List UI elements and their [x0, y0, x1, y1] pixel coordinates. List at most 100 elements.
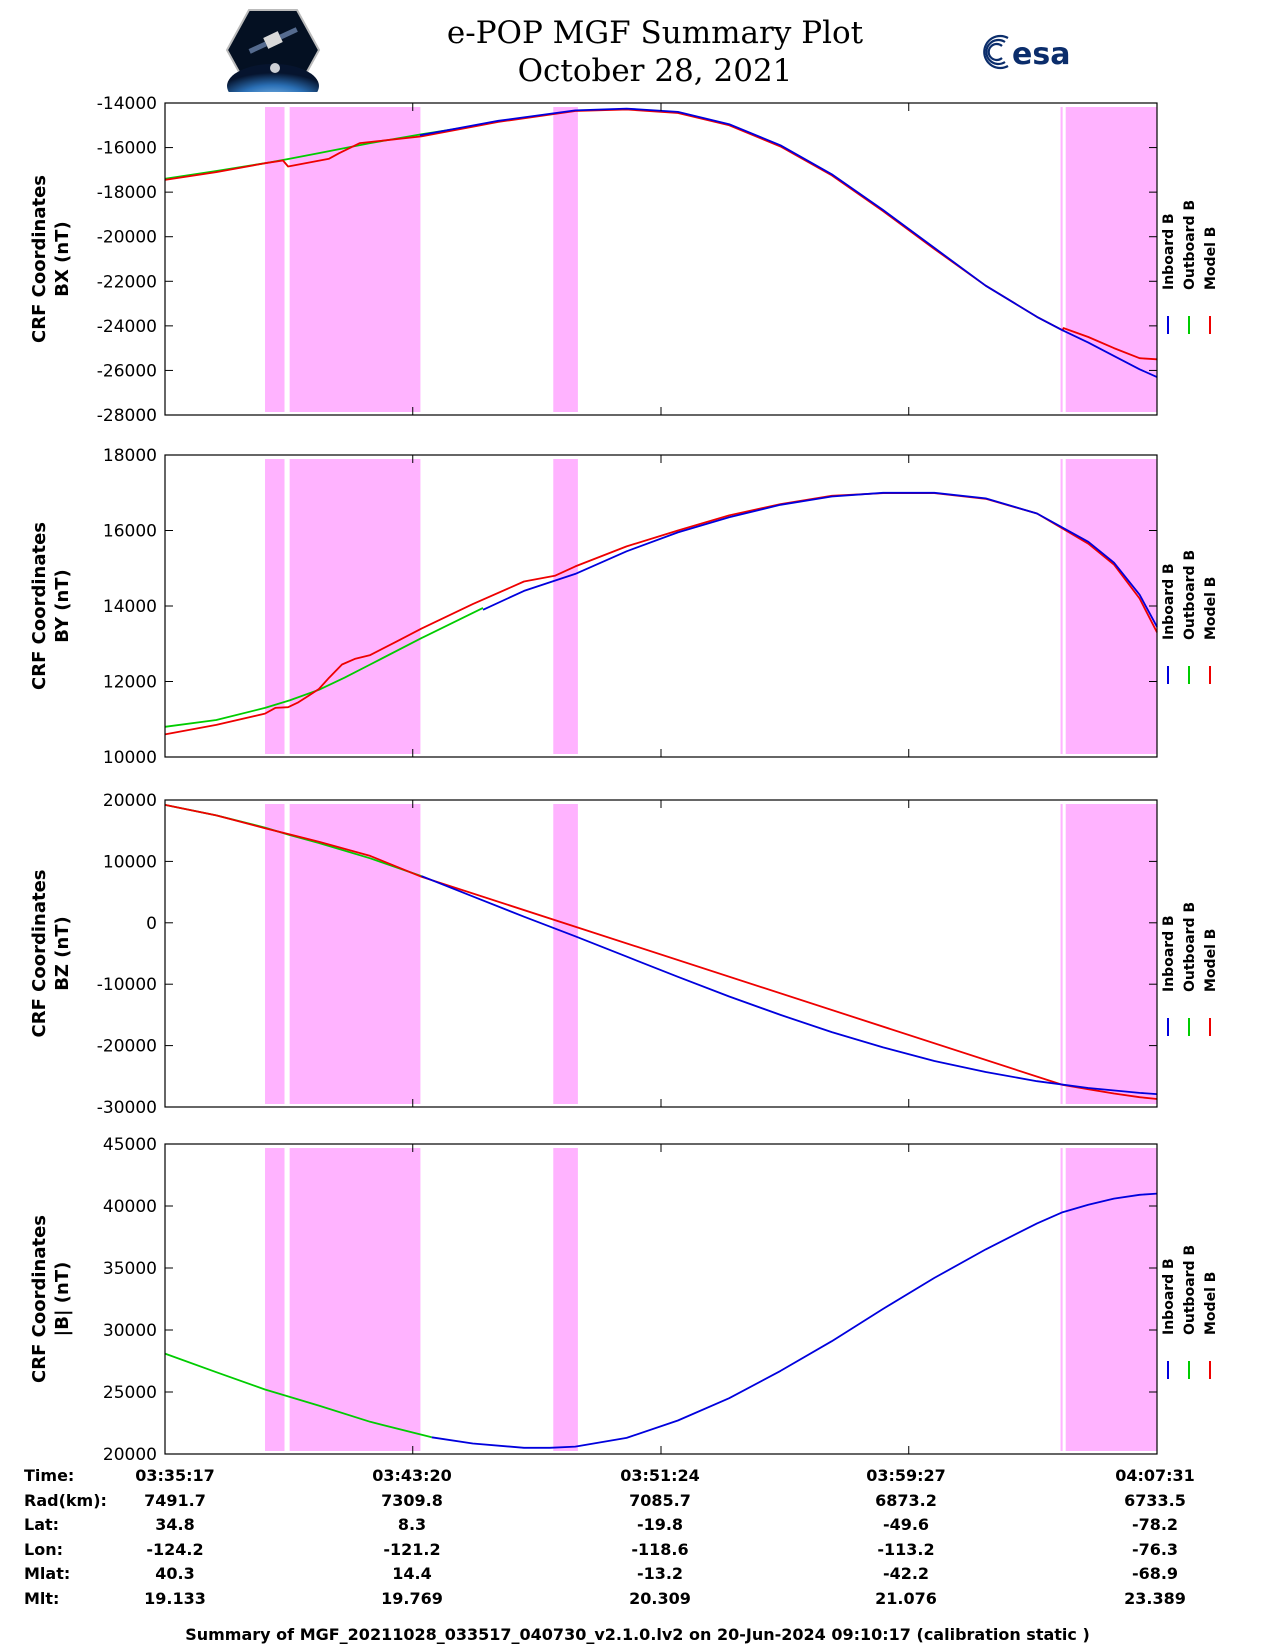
legend-label: Model B	[1203, 1272, 1219, 1335]
y-tick-label: -10000	[97, 975, 157, 995]
info-value: -68.9	[1131, 1564, 1179, 1583]
y-tick-label: 14000	[103, 597, 157, 617]
y-tick-label: 12000	[103, 673, 157, 693]
y-tick-label: -22000	[97, 272, 157, 292]
info-value: -49.6	[882, 1515, 930, 1534]
shaded-interval-5	[1065, 1148, 1157, 1451]
shaded-interval-2	[289, 804, 421, 1104]
series-outboard-line	[164, 1352, 432, 1439]
shaded-interval-2	[289, 459, 421, 754]
series-outboard-line	[164, 127, 458, 180]
info-value: -13.2	[636, 1564, 684, 1583]
y-axis-label: |B| (nT)	[52, 1262, 73, 1337]
chart: -14000 -16000 -18000 -20000 -22000 -24000 -260…	[29, 94, 1219, 1465]
info-value: -19.8	[636, 1515, 684, 1534]
info-label: Mlat:	[24, 1564, 71, 1583]
shaded-interval-5	[1065, 804, 1157, 1104]
y-tick-label: 20000	[103, 1445, 157, 1465]
shaded-interval-5	[1065, 107, 1157, 412]
info-value: 8.3	[397, 1515, 427, 1534]
info-row: Time: 03:35:17 03:43:20 03:51:24 03:59:27 04:…	[0, 1466, 1275, 1490]
info-value: 04:07:31	[1115, 1466, 1195, 1485]
y-axis-label: CRF Coordinates	[29, 870, 50, 1038]
panel-1: -14000 -16000 -18000 -20000 -22000 -24000 -260…	[29, 94, 1219, 426]
y-tick-label: -20000	[97, 228, 157, 248]
legend-label: Model B	[1203, 929, 1219, 992]
series-model-line	[164, 108, 1158, 361]
footer-text: Summary of MGF_20211028_033517_040730_v2…	[185, 1625, 1090, 1644]
y-axis-label: CRF Coordinates	[29, 175, 50, 343]
info-value: -121.2	[383, 1539, 441, 1559]
panel-4: 45000 40000 35000 30000 25000 20000 CRF Coordi…	[29, 1135, 1219, 1465]
esa-logo-mark: esa	[983, 34, 1070, 72]
info-label: Mlt:	[24, 1588, 60, 1608]
legend-label: Outboard B	[1182, 902, 1198, 992]
y-tick-label: 0	[146, 914, 157, 934]
y-tick-label: 45000	[103, 1135, 157, 1155]
y-tick-label: 40000	[103, 1197, 157, 1217]
legend-label: Outboard B	[1182, 550, 1198, 640]
info-value: 03:43:20	[372, 1466, 452, 1485]
shaded-interval-2	[289, 1148, 421, 1451]
series-inboard-line	[419, 107, 1158, 378]
shaded-interval-3	[553, 1148, 578, 1451]
legend-label: Outboard B	[1182, 1245, 1198, 1335]
y-axis-label: BX (nT)	[52, 221, 73, 296]
info-value: 7309.8	[381, 1490, 443, 1510]
y-tick-label: 16000	[103, 522, 157, 542]
info-value: 21.076	[875, 1588, 937, 1608]
esa-logo-text: esa	[1012, 37, 1070, 72]
legend-label: Model B	[1203, 577, 1219, 640]
esa-logo: esa	[978, 30, 1088, 78]
info-label: Lat:	[24, 1515, 60, 1534]
series-inboard-line	[431, 1192, 1158, 1449]
shaded-interval-1	[265, 1148, 285, 1451]
info-label: Time:	[24, 1466, 75, 1485]
info-value: 19.769	[381, 1588, 443, 1608]
y-tick-label: -30000	[97, 1098, 157, 1118]
date-line: October 28, 2021	[517, 53, 793, 89]
info-row: Mlat: 40.3 14.4 -13.2 -42.2 -68.9	[0, 1564, 1275, 1588]
series-inboard-line	[482, 491, 1158, 628]
info-value: -124.2	[146, 1539, 204, 1559]
shaded-interval-3	[553, 107, 578, 412]
cassiope-logo	[225, 9, 321, 92]
shaded-interval-1	[265, 459, 285, 754]
shaded-interval-1	[265, 804, 285, 1104]
series-inboard-line	[421, 875, 1158, 1095]
y-tick-label: 30000	[103, 1321, 157, 1341]
legend-label: Inboard B	[1161, 1258, 1177, 1335]
info-value: -118.6	[631, 1539, 689, 1559]
shaded-interval-3	[553, 459, 578, 754]
info-row: Rad(km): 7491.7 7309.8 7085.7 6873.2 6733.5	[0, 1491, 1275, 1515]
info-row: Lat: 34.8 8.3 -19.8 -49.6 -78.2	[0, 1515, 1275, 1539]
panel-2: 18000 16000 14000 12000 10000 CRF Coordinates…	[29, 446, 1219, 768]
info-value: 19.133	[144, 1588, 206, 1608]
info-value: 23.389	[1124, 1588, 1186, 1608]
info-value: 6733.5	[1124, 1490, 1186, 1510]
info-label: Lon:	[24, 1539, 63, 1559]
info-value: 7085.7	[629, 1490, 691, 1510]
info-row: Mlt: 19.133 19.769 20.309 21.076 23.389	[0, 1589, 1275, 1613]
shaded-interval-1	[265, 107, 285, 412]
legend-label: Outboard B	[1182, 200, 1198, 290]
plot-title: e-POP MGF Summary Plot October 28, 2021	[340, 14, 970, 90]
panel-3: 20000 10000 0 -10000 -20000 -30000 CRF Coordin…	[29, 791, 1219, 1118]
info-value: -113.2	[877, 1539, 935, 1559]
info-label: Rad(km):	[24, 1490, 107, 1510]
legend-label: Model B	[1203, 227, 1219, 290]
y-tick-label: 20000	[103, 791, 157, 811]
y-tick-label: -28000	[97, 406, 157, 426]
info-value: 14.4	[392, 1564, 432, 1583]
info-value: 03:51:24	[620, 1466, 700, 1485]
y-tick-label: -20000	[97, 1037, 157, 1057]
info-value: 34.8	[155, 1515, 195, 1534]
shaded-interval-4	[1060, 107, 1063, 412]
title-line: e-POP MGF Summary Plot	[446, 15, 864, 51]
shaded-interval-2	[289, 107, 421, 412]
info-row: Lon: -124.2 -121.2 -118.6 -113.2 -76.3	[0, 1540, 1275, 1564]
y-tick-label: 10000	[103, 852, 157, 872]
y-tick-label: -26000	[97, 361, 157, 381]
legend-label: Inboard B	[1161, 915, 1177, 992]
y-tick-label: 25000	[103, 1383, 157, 1403]
